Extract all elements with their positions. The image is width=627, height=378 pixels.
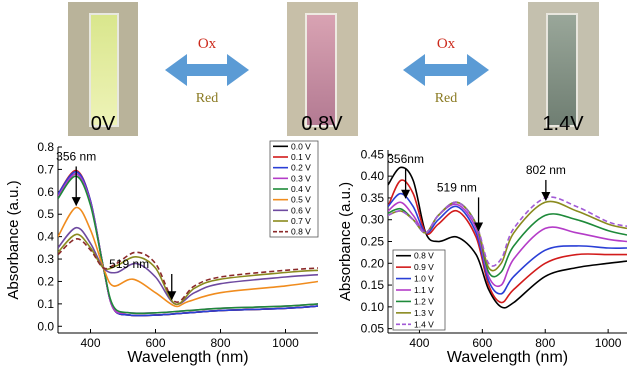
legend-label: 1.4 V bbox=[414, 319, 434, 329]
legend: 0.0 V0.1 V0.2 V0.3 V0.4 V0.5 V0.6 V0.7 V… bbox=[269, 140, 319, 238]
y-tick-label: 0.35 bbox=[361, 191, 385, 205]
legend-label: 0.8 V bbox=[291, 227, 311, 237]
y-tick-label: 0.2 bbox=[37, 274, 54, 288]
series-line-0.5V bbox=[58, 206, 318, 308]
double-arrow-icon bbox=[165, 54, 249, 86]
red-label: Red bbox=[435, 91, 458, 106]
annotation-label: 356nm bbox=[387, 152, 424, 166]
legend-label: 0.9 V bbox=[414, 262, 434, 272]
y-tick-label: 0.10 bbox=[361, 300, 385, 314]
photo-label-0.8v: 0.8V bbox=[301, 113, 343, 135]
annotation-label: 356 nm bbox=[56, 149, 96, 163]
series-line-1.4V bbox=[388, 196, 627, 267]
y-tick-label: 0.15 bbox=[361, 278, 385, 292]
y-tick-label: 0.5 bbox=[37, 207, 54, 221]
series-line-0.8V bbox=[388, 166, 627, 309]
series-group bbox=[58, 169, 318, 317]
red-label: Red bbox=[196, 91, 219, 106]
legend-label: 0.1 V bbox=[291, 152, 311, 162]
y-tick-label: 0.0 bbox=[37, 319, 54, 333]
legend-label: 1.2 V bbox=[414, 296, 434, 306]
y-tick-label: 0.40 bbox=[361, 169, 385, 183]
legend-label: 0.5 V bbox=[291, 195, 311, 205]
legend-label: 0.6 V bbox=[291, 205, 311, 215]
y-tick-label: 0.8 bbox=[37, 140, 54, 154]
x-tick-label: 800 bbox=[535, 336, 555, 350]
y-axis-label: Absorbance (a.u.) bbox=[5, 180, 22, 299]
series-group bbox=[388, 166, 627, 309]
annotation-label: 519 nm bbox=[437, 180, 477, 194]
legend-label: 0.3 V bbox=[291, 173, 311, 183]
legend: 0.8 V0.9 V 1.0 V1.1 V1.2 V 1.3 V1.4 V bbox=[392, 249, 446, 331]
ox-label: Ox bbox=[437, 36, 456, 52]
ox-label: Ox bbox=[198, 36, 217, 52]
x-tick-label: 600 bbox=[145, 336, 165, 350]
legend-label: 0.8 V bbox=[414, 251, 434, 261]
series-line-0.9V bbox=[388, 179, 627, 304]
legend-label: 0.7 V bbox=[291, 216, 311, 226]
y-tick-label: 0.30 bbox=[361, 213, 385, 227]
photo-0v: 0V bbox=[68, 2, 138, 136]
cuvette-0v bbox=[89, 13, 119, 127]
photo-0.8v: 0.8V bbox=[287, 2, 358, 136]
series-line-1.0V bbox=[388, 192, 627, 295]
photo-label-1.4v: 1.4V bbox=[542, 113, 584, 135]
legend-label: 0.2 V bbox=[291, 163, 311, 173]
x-tick-label: 400 bbox=[409, 336, 429, 350]
y-tick-label: 0.45 bbox=[361, 147, 385, 161]
y-tick-label: 0.05 bbox=[361, 322, 385, 336]
series-line-0.4V bbox=[58, 175, 318, 315]
legend-label: 1.0 V bbox=[414, 274, 434, 284]
y-tick-label: 0.4 bbox=[37, 230, 54, 244]
ox-red-arrow-2: Ox Red bbox=[403, 36, 489, 106]
chart-right: 0.05 0.10 0.15 0.20 0.25 0.30 0.35 0.40 0.45 400 6… bbox=[337, 147, 627, 366]
x-axis-label: Wavelength (nm) bbox=[447, 349, 568, 366]
y-tick-label: 0.1 bbox=[37, 297, 54, 311]
double-arrow-icon bbox=[403, 54, 489, 86]
x-axis-label: Wavelength (nm) bbox=[127, 349, 248, 366]
series-line-0.7V bbox=[58, 233, 318, 306]
annotation-label: 519 nm bbox=[109, 257, 149, 271]
y-axis-label: Absorbance (a.u.) bbox=[337, 182, 354, 301]
x-tick-label: 600 bbox=[472, 336, 492, 350]
ox-red-arrow-1: Ox Red bbox=[165, 36, 249, 106]
legend-label: 1.1 V bbox=[414, 285, 434, 295]
x-tick-label: 1000 bbox=[272, 336, 299, 350]
annotation-label: 802 nm bbox=[526, 163, 566, 177]
cuvette-1.4v bbox=[546, 13, 578, 127]
x-tick-label: 800 bbox=[210, 336, 230, 350]
legend-label: 0.4 V bbox=[291, 184, 311, 194]
x-tick-label: 1000 bbox=[595, 336, 622, 350]
y-tick-label: 0.7 bbox=[37, 162, 54, 176]
series-line-0.6V bbox=[58, 226, 318, 306]
y-tick-label: 0.6 bbox=[37, 185, 54, 199]
series-line-0.8V bbox=[58, 238, 318, 303]
photo-1.4v: 1.4V bbox=[528, 2, 599, 136]
series-line-0.2V bbox=[58, 170, 318, 317]
x-tick-label: 400 bbox=[80, 336, 100, 350]
y-tick-label: 0.3 bbox=[37, 252, 54, 266]
y-tick-label: 0.25 bbox=[361, 235, 385, 249]
chart-left: 0.0 0.1 0.2 0.3 0.4 0.5 0.6 0.7 0.8 400 600 800 1000… bbox=[5, 140, 319, 366]
legend-label: 1.3 V bbox=[414, 308, 434, 318]
photo-label-0v: 0V bbox=[91, 113, 116, 135]
cuvette-0.8v bbox=[305, 13, 337, 127]
y-tick-label: 0.20 bbox=[361, 256, 385, 270]
legend-label: 0.0 V bbox=[291, 141, 311, 151]
